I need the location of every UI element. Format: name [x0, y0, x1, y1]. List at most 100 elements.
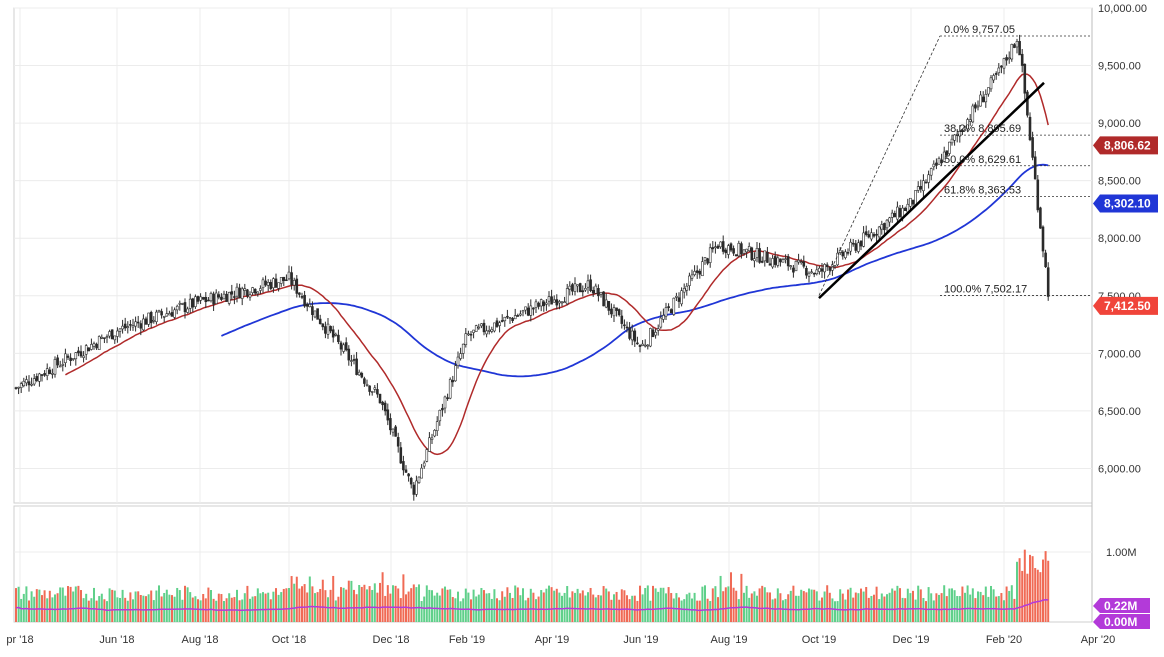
volume-bar — [735, 590, 738, 622]
volume-bar — [410, 588, 413, 622]
candle-body — [428, 437, 431, 452]
candle-body — [961, 129, 964, 132]
candle-body — [732, 248, 735, 254]
candle-body — [706, 258, 709, 264]
x-tick-label: Jun '18 — [99, 634, 134, 646]
candle-body — [409, 477, 413, 485]
candle-body — [781, 259, 785, 263]
candle-body — [820, 268, 824, 272]
volume-bar — [186, 587, 189, 622]
candle-body — [287, 271, 291, 280]
candle-body — [805, 268, 808, 276]
x-tick-label: Dec '18 — [373, 634, 410, 646]
candles-group — [14, 34, 1050, 501]
volume-bar — [90, 598, 93, 622]
volume-bar — [1000, 593, 1003, 622]
candle-body — [584, 287, 587, 291]
candle-body — [740, 243, 743, 255]
candle-body — [360, 373, 364, 378]
volume-bar — [1010, 585, 1013, 622]
volume-bar — [542, 592, 545, 622]
volume-bar — [532, 592, 535, 622]
candle-body — [758, 248, 761, 263]
candle-body — [201, 297, 205, 300]
ma-fast-line — [65, 73, 1049, 456]
volume-bar — [836, 601, 839, 622]
candle-body — [264, 280, 267, 286]
candle-body — [318, 318, 322, 325]
volume-bar — [714, 586, 717, 622]
volume-bar — [516, 587, 519, 622]
candle-body — [240, 288, 244, 299]
candle-body — [399, 447, 403, 464]
volume-bar — [896, 585, 899, 622]
candle-body — [968, 119, 972, 122]
candle-body — [253, 288, 257, 294]
volume-bar — [766, 592, 769, 622]
candle-body — [441, 407, 444, 411]
volume-bar — [917, 585, 920, 622]
candle-body — [675, 295, 678, 298]
volume-bar — [711, 588, 714, 622]
candle-body — [818, 267, 821, 272]
volume-bar — [579, 593, 582, 622]
candle-body — [555, 299, 559, 306]
candle-body — [607, 301, 611, 311]
volume-bar — [849, 587, 852, 622]
candle-body — [435, 421, 439, 431]
candle-body — [225, 293, 228, 302]
volume-bar — [394, 585, 397, 622]
volume-bar — [615, 591, 618, 622]
candle-body — [628, 327, 631, 339]
candle-body — [1044, 252, 1047, 268]
candle-body — [737, 242, 741, 257]
candle-body — [875, 233, 878, 236]
volume-bar — [776, 588, 779, 622]
volume-bar — [449, 589, 452, 622]
candle-body — [69, 357, 72, 362]
volume-bar — [753, 591, 756, 622]
volume-bar — [69, 586, 72, 622]
candle-body — [724, 249, 728, 254]
candle-body — [165, 313, 169, 317]
candle-body — [451, 380, 455, 383]
candle-body — [651, 329, 655, 338]
volume-badge: 0.22M — [1104, 599, 1137, 613]
candle-body — [883, 223, 886, 231]
volume-bar — [745, 585, 748, 622]
volume-bar — [522, 588, 524, 622]
candle-body — [58, 365, 62, 368]
candle-body — [347, 348, 351, 361]
volume-bar — [581, 590, 584, 622]
candle-body — [126, 326, 130, 328]
candle-body — [217, 294, 221, 298]
volume-bar — [659, 587, 662, 622]
volume-bar — [303, 584, 306, 622]
candle-body — [342, 344, 345, 352]
candle-body — [422, 462, 426, 467]
x-tick-label: Aug '19 — [711, 634, 748, 646]
candle-body — [630, 330, 634, 341]
candle-body — [157, 310, 161, 313]
volume-bar — [1026, 573, 1029, 622]
volume-bar — [974, 598, 977, 622]
y-tick-label: 9,000.00 — [1098, 118, 1141, 130]
candle-body — [506, 315, 509, 318]
candle-body — [178, 302, 182, 305]
candle-body — [701, 261, 704, 277]
candle-body — [321, 323, 325, 328]
candle-body — [274, 278, 278, 288]
candle-body — [352, 359, 356, 361]
candle-body — [27, 381, 31, 386]
volume-bar — [553, 590, 556, 622]
volume-bar — [914, 599, 917, 622]
candle-body — [500, 320, 504, 322]
candle-body — [563, 301, 566, 304]
candle-body — [568, 285, 572, 290]
candle-body — [350, 360, 353, 362]
volume-bar — [587, 592, 589, 622]
candle-body — [662, 315, 665, 320]
candle-body — [64, 353, 67, 364]
candle-body — [604, 299, 608, 308]
volume-bar — [979, 591, 982, 622]
